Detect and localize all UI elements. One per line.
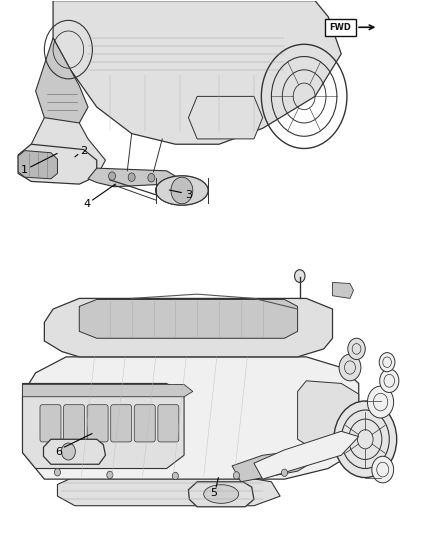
Text: 1: 1 <box>21 165 28 175</box>
Circle shape <box>348 338 365 360</box>
Circle shape <box>334 401 397 478</box>
Circle shape <box>282 469 288 477</box>
Circle shape <box>372 456 394 483</box>
Circle shape <box>171 177 193 204</box>
FancyBboxPatch shape <box>87 405 108 442</box>
Circle shape <box>339 354 361 381</box>
FancyBboxPatch shape <box>40 405 61 442</box>
Circle shape <box>54 469 60 476</box>
Circle shape <box>367 386 394 418</box>
Circle shape <box>172 472 178 480</box>
Polygon shape <box>43 439 106 464</box>
Circle shape <box>379 353 395 372</box>
Polygon shape <box>188 482 254 507</box>
Text: 6: 6 <box>55 447 62 456</box>
FancyBboxPatch shape <box>64 405 85 442</box>
FancyBboxPatch shape <box>134 405 155 442</box>
Polygon shape <box>22 357 359 479</box>
Polygon shape <box>88 168 175 187</box>
Text: 4: 4 <box>84 199 91 209</box>
Circle shape <box>109 172 116 180</box>
Text: 5: 5 <box>210 489 217 498</box>
Circle shape <box>341 410 389 469</box>
Polygon shape <box>332 282 353 298</box>
Circle shape <box>148 173 155 182</box>
Polygon shape <box>188 96 263 139</box>
Ellipse shape <box>155 176 208 205</box>
Polygon shape <box>232 450 315 482</box>
Circle shape <box>128 173 135 181</box>
Circle shape <box>380 369 399 392</box>
Circle shape <box>107 471 113 479</box>
Polygon shape <box>53 1 341 144</box>
Polygon shape <box>254 431 359 479</box>
Circle shape <box>61 443 75 460</box>
Polygon shape <box>22 384 193 397</box>
Polygon shape <box>297 381 359 450</box>
Polygon shape <box>18 151 57 179</box>
Polygon shape <box>79 300 297 338</box>
Polygon shape <box>31 118 106 176</box>
FancyBboxPatch shape <box>158 405 179 442</box>
Circle shape <box>233 472 240 479</box>
Polygon shape <box>22 383 184 469</box>
FancyBboxPatch shape <box>325 19 356 36</box>
Polygon shape <box>18 144 97 184</box>
Text: 2: 2 <box>80 146 87 156</box>
Ellipse shape <box>155 176 208 205</box>
Polygon shape <box>57 477 280 506</box>
FancyBboxPatch shape <box>111 405 132 442</box>
Text: 3: 3 <box>185 190 192 200</box>
Circle shape <box>294 270 305 282</box>
Ellipse shape <box>204 484 239 503</box>
Polygon shape <box>35 38 88 134</box>
Polygon shape <box>44 298 332 357</box>
Text: FWD: FWD <box>329 23 351 32</box>
